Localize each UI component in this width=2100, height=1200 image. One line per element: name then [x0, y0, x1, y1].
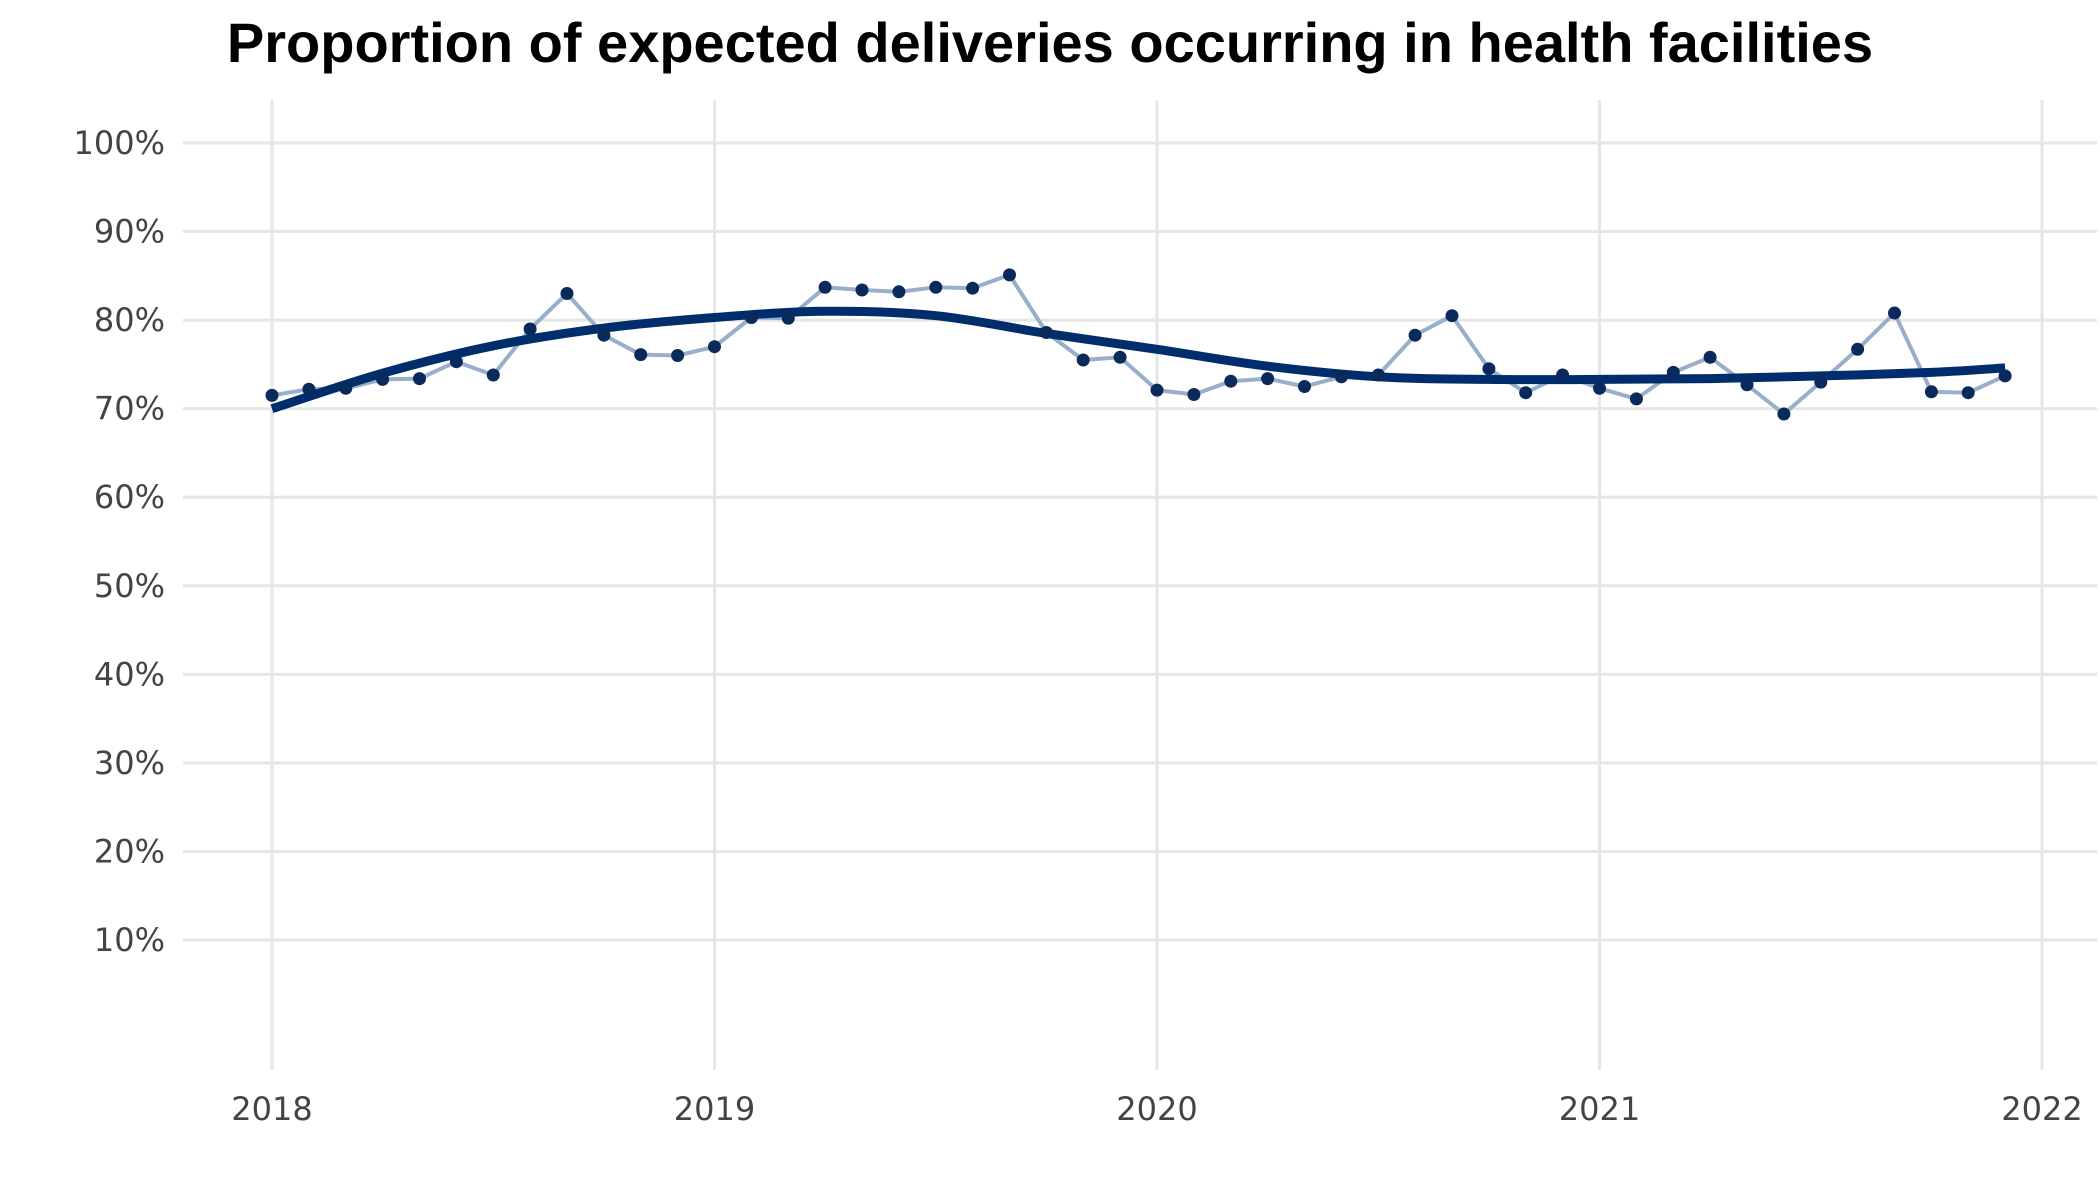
y-tick-label: 70%	[94, 390, 165, 428]
data-point	[1961, 386, 1975, 400]
x-tick-label: 2019	[674, 1090, 755, 1128]
y-tick-label: 10%	[94, 921, 165, 959]
data-point	[1703, 350, 1717, 364]
data-point	[1998, 369, 2012, 383]
data-point	[1371, 368, 1385, 382]
data-point	[486, 368, 500, 382]
data-point	[708, 340, 721, 354]
x-tick-label: 2021	[1559, 1090, 1640, 1128]
x-tick-label: 2022	[2001, 1090, 2082, 1128]
x-tick-label: 2018	[231, 1090, 312, 1128]
y-tick-label: 100%	[74, 124, 165, 162]
data-point	[1187, 388, 1201, 401]
data-point	[449, 355, 463, 369]
data-point	[929, 280, 943, 294]
data-point	[376, 372, 390, 386]
data-point	[1888, 306, 1901, 320]
data-point	[855, 283, 869, 297]
data-point	[1924, 385, 1938, 399]
data-point	[265, 388, 279, 402]
data-point	[1740, 378, 1754, 392]
trend-line	[270, 306, 2006, 413]
data-point	[1445, 309, 1459, 323]
data-point	[1113, 350, 1127, 364]
y-tick-label: 60%	[94, 478, 165, 516]
data-point	[781, 311, 795, 325]
y-tick-label: 20%	[94, 832, 165, 870]
observed-series-line	[271, 272, 2006, 416]
data-point	[1298, 380, 1311, 393]
data-point	[818, 280, 832, 294]
data-point	[1224, 374, 1238, 388]
data-point	[1814, 375, 1828, 389]
data-point	[671, 349, 685, 362]
data-point	[339, 381, 353, 395]
data-point	[523, 322, 537, 336]
y-tick-label: 40%	[94, 655, 165, 693]
data-point	[1261, 372, 1275, 386]
data-point	[1777, 407, 1791, 421]
y-tick-label: 80%	[94, 301, 165, 339]
data-point	[1666, 365, 1680, 379]
data-point	[966, 281, 980, 295]
y-tick-label: 30%	[94, 744, 165, 782]
data-point	[1593, 381, 1606, 395]
data-point	[1334, 370, 1348, 384]
data-point	[1076, 353, 1090, 367]
data-point	[560, 287, 574, 300]
chart-title: Proportion of expected deliveries occurr…	[226, 11, 1874, 74]
y-tick-label: 50%	[94, 567, 165, 605]
data-point	[597, 328, 611, 342]
data-point	[1519, 386, 1533, 400]
y-tick-label: 90%	[94, 213, 165, 251]
data-point	[1039, 326, 1053, 339]
data-point	[1482, 362, 1496, 376]
data-point	[744, 311, 758, 324]
data-point	[634, 348, 648, 362]
x-tick-label: 2020	[1116, 1090, 1197, 1128]
data-point	[1629, 392, 1643, 406]
data-point	[302, 382, 316, 396]
data-point	[1851, 342, 1865, 356]
data-point	[892, 285, 906, 299]
data-point	[1003, 268, 1016, 282]
data-point	[1150, 383, 1164, 397]
data-point	[413, 372, 426, 386]
data-point	[1408, 328, 1422, 342]
data-point	[1556, 368, 1570, 382]
